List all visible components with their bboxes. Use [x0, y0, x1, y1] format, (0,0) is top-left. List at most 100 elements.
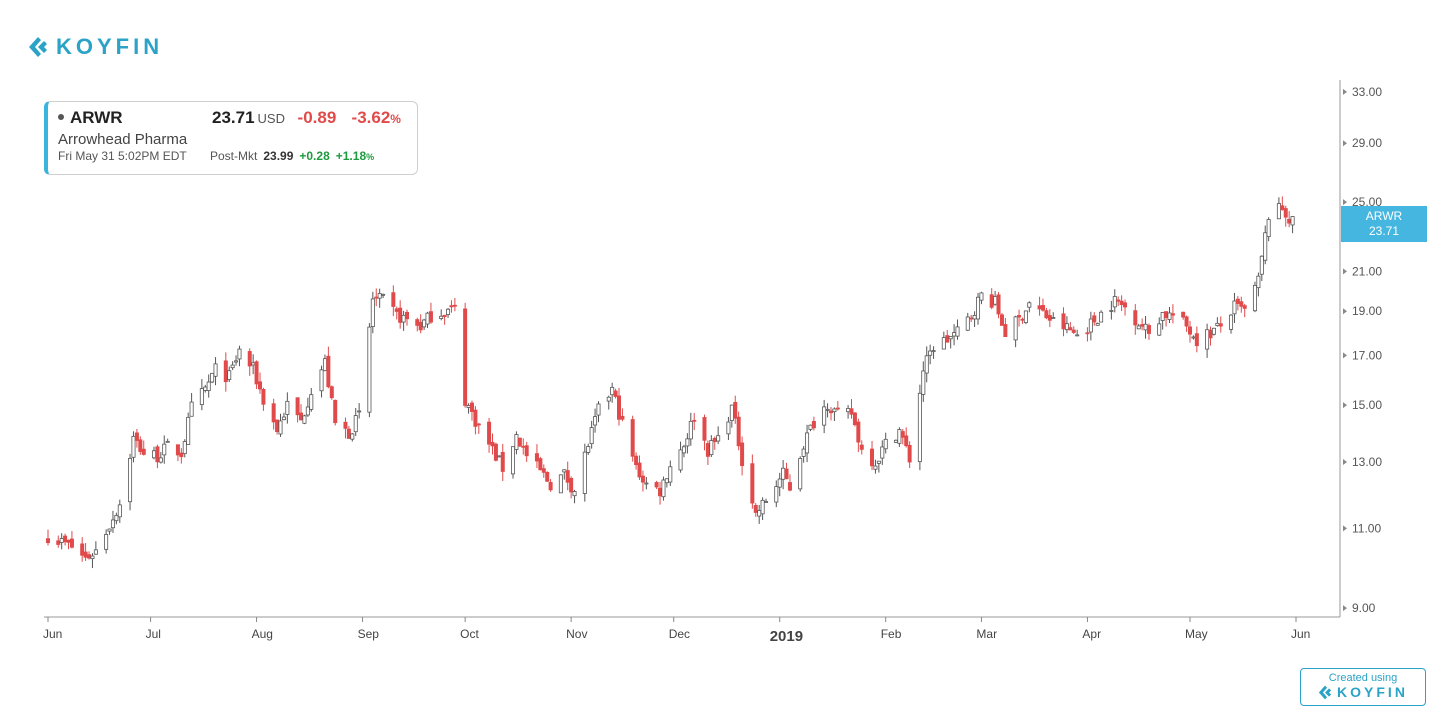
candle-body [654, 482, 659, 488]
candle [545, 471, 550, 482]
candle [999, 312, 1004, 326]
candle [784, 462, 789, 480]
candle-body [709, 440, 714, 456]
candle-body [1205, 329, 1210, 350]
candle-body [452, 304, 457, 307]
candle-body [876, 460, 881, 464]
koyfin-logo-text: KOYFIN [56, 34, 164, 59]
candle-body [801, 448, 806, 457]
candle-body [921, 370, 926, 395]
candle-body [832, 408, 837, 413]
candle-body [179, 452, 184, 458]
candle-body [155, 446, 160, 463]
candle-body [517, 437, 522, 447]
candle [640, 470, 645, 492]
candle [463, 302, 468, 408]
y-tick-label: 29.00 [1352, 136, 1382, 150]
candle [849, 399, 854, 419]
candle [1095, 322, 1100, 326]
candle [538, 456, 543, 471]
candle [1119, 295, 1124, 312]
candle [1252, 281, 1257, 313]
post-market-change: +0.28 [299, 149, 330, 163]
candle-body [1068, 327, 1073, 331]
candle-body [1003, 324, 1008, 337]
candle-body [493, 443, 498, 461]
candle-body [1229, 314, 1234, 330]
candle [1140, 318, 1145, 331]
candle-body [1160, 312, 1165, 321]
candle [117, 499, 122, 523]
candle [945, 330, 950, 343]
candle-body [808, 424, 813, 430]
candle-body [466, 405, 471, 408]
candle-body [846, 408, 851, 413]
candle [1164, 311, 1169, 327]
candle-body [1157, 323, 1162, 336]
candle-body [1027, 302, 1032, 308]
candle-body [497, 455, 502, 458]
candle [1276, 197, 1281, 220]
candle-body [1092, 315, 1097, 323]
candle-body [237, 348, 242, 360]
created-using-badge[interactable]: Created using KOYFIN [1300, 668, 1426, 706]
candle-body [856, 421, 861, 443]
candle [921, 361, 926, 402]
candle-body [1218, 323, 1223, 327]
candle [278, 413, 283, 437]
x-tick-label: Feb [881, 627, 902, 641]
candle-body [1061, 313, 1066, 330]
candle-body [586, 446, 591, 453]
candle-body [346, 428, 351, 439]
candle [753, 503, 758, 517]
candle [439, 309, 444, 321]
candle-body [822, 406, 827, 426]
candle [681, 444, 686, 458]
candle [186, 412, 191, 445]
candle-body [545, 471, 550, 482]
candle [548, 479, 553, 492]
candle-body [931, 350, 936, 352]
candle-body [199, 388, 204, 405]
candle-body [1263, 232, 1268, 261]
candle-body [275, 419, 280, 433]
candle-body [729, 404, 734, 421]
candle [716, 426, 721, 445]
candle-body [637, 462, 642, 478]
post-market-price: 23.99 [263, 149, 294, 163]
candle-body [511, 446, 516, 475]
candle-body [965, 316, 970, 331]
candle [1211, 327, 1216, 336]
candle-body [1188, 326, 1193, 335]
candle [1075, 329, 1080, 337]
candle [1160, 312, 1165, 330]
candle [654, 480, 659, 490]
candle-body [1064, 323, 1069, 331]
candle [801, 446, 806, 463]
candle [521, 438, 526, 455]
candle-body [1020, 318, 1025, 321]
candle-body [610, 386, 615, 396]
candle [401, 310, 406, 331]
candle [524, 441, 529, 462]
candle [685, 433, 690, 454]
candle-body [257, 381, 262, 390]
candle [856, 418, 861, 453]
candle [924, 346, 929, 383]
candle [493, 442, 498, 462]
candle [83, 543, 88, 561]
candle [398, 300, 403, 329]
candle-body [422, 319, 427, 328]
candle-body [750, 463, 755, 504]
candle-body [80, 543, 85, 556]
candle [1239, 296, 1244, 313]
candle [1205, 323, 1210, 358]
candle-body [630, 419, 635, 457]
candle-body [1119, 300, 1124, 306]
candle-body [394, 308, 399, 312]
candle [104, 529, 109, 554]
candle-body [203, 386, 208, 391]
candle [46, 529, 51, 546]
koyfin-logo[interactable]: KOYFIN [28, 34, 163, 60]
